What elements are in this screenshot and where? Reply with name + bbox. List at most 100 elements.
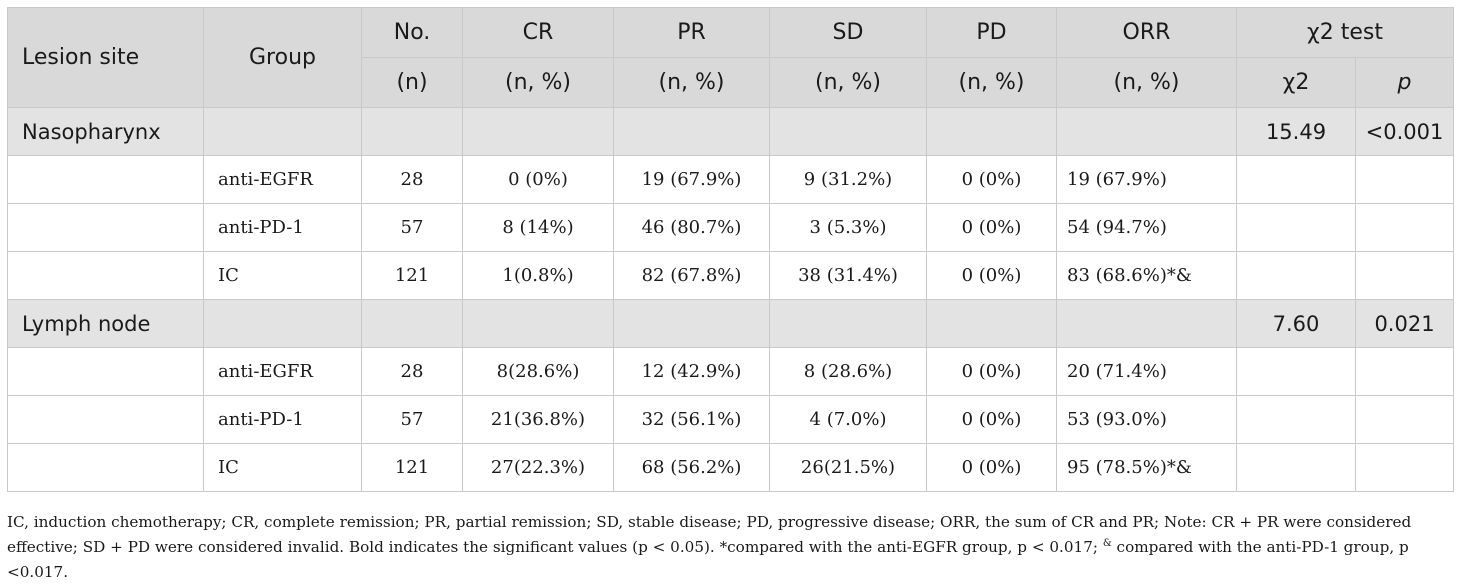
empty-cell	[203, 299, 362, 348]
cell-cr: 27(22.3%)	[462, 443, 614, 492]
cell-cr: 8(28.6%)	[462, 347, 614, 396]
cell-pd: 0 (0%)	[926, 443, 1057, 492]
header-chi-test: χ2 test	[1235, 7, 1455, 58]
empty-cell	[1056, 299, 1237, 348]
cell-sd: 8 (28.6%)	[769, 347, 927, 396]
cell-orr: 53 (93.0%)	[1056, 395, 1237, 444]
empty-cell	[1236, 251, 1356, 300]
header-no-unit: (n)	[361, 57, 463, 108]
empty-cell	[1354, 347, 1455, 396]
header-no: No.	[361, 7, 463, 58]
cell-pr: 46 (80.7%)	[613, 203, 770, 252]
cell-group: anti-PD-1	[203, 203, 362, 252]
empty-cell	[1236, 155, 1356, 204]
table-row: anti-PD-1 57 21(36.8%) 32 (56.1%) 4 (7.0…	[7, 395, 1455, 444]
cell-group: anti-EGFR	[203, 347, 362, 396]
cell-group: anti-EGFR	[203, 155, 362, 204]
empty-cell	[462, 107, 614, 156]
cell-n: 28	[361, 155, 463, 204]
empty-cell	[926, 107, 1057, 156]
table-row: anti-EGFR 28 8(28.6%) 12 (42.9%) 8 (28.6…	[7, 347, 1455, 396]
empty-cell	[769, 299, 927, 348]
header-sd-unit: (n, %)	[769, 57, 927, 108]
section-p: 0.021	[1354, 299, 1455, 348]
empty-cell	[1354, 203, 1455, 252]
table-row: IC 121 27(22.3%) 68 (56.2%) 26(21.5%) 0 …	[7, 443, 1455, 492]
empty-cell	[361, 299, 463, 348]
empty-cell	[7, 347, 204, 396]
cell-pd: 0 (0%)	[926, 395, 1057, 444]
empty-cell	[1354, 251, 1455, 300]
cell-sd: 38 (31.4%)	[769, 251, 927, 300]
cell-orr: 19 (67.9%)	[1056, 155, 1237, 204]
cell-orr: 54 (94.7%)	[1056, 203, 1237, 252]
empty-cell	[7, 203, 204, 252]
cell-pd: 0 (0%)	[926, 347, 1057, 396]
section-site: Lymph node	[7, 299, 204, 348]
cell-pd: 0 (0%)	[926, 155, 1057, 204]
cell-pr: 82 (67.8%)	[613, 251, 770, 300]
table-row: anti-EGFR 28 0 (0%) 19 (67.9%) 9 (31.2%)…	[7, 155, 1455, 204]
section-row-lymph-node: Lymph node 7.60 0.021	[7, 299, 1455, 348]
cell-sd: 26(21.5%)	[769, 443, 927, 492]
empty-cell	[7, 251, 204, 300]
cell-cr: 0 (0%)	[462, 155, 614, 204]
header-cr: CR	[462, 7, 614, 58]
cell-n: 121	[361, 251, 463, 300]
section-chi2: 15.49	[1236, 107, 1356, 156]
cell-orr: 95 (78.5%)*&	[1056, 443, 1237, 492]
cell-orr: 83 (68.6%)*&	[1056, 251, 1237, 300]
header-cr-unit: (n, %)	[462, 57, 614, 108]
empty-cell	[7, 443, 204, 492]
cell-pr: 32 (56.1%)	[613, 395, 770, 444]
header-row-1: Lesion site Group No. CR PR SD PD ORR χ2…	[7, 7, 1455, 108]
results-table: Lesion site Group No. CR PR SD PD ORR χ2…	[7, 7, 1455, 492]
empty-cell	[613, 107, 770, 156]
header-pr: PR	[613, 7, 770, 58]
header-row-2: (n) (n, %) (n, %) (n, %) (n, %) (n, %) χ…	[8, 57, 1455, 108]
header-pd: PD	[926, 7, 1057, 58]
cell-orr: 20 (71.4%)	[1056, 347, 1237, 396]
table-footnote: IC, induction chemotherapy; CR, complete…	[7, 510, 1453, 585]
cell-n: 121	[361, 443, 463, 492]
empty-cell	[1236, 347, 1356, 396]
empty-cell	[462, 299, 614, 348]
section-site: Nasopharynx	[7, 107, 204, 156]
cell-cr: 21(36.8%)	[462, 395, 614, 444]
table-row: anti-PD-1 57 8 (14%) 46 (80.7%) 3 (5.3%)…	[7, 203, 1455, 252]
empty-cell	[769, 107, 927, 156]
cell-sd: 9 (31.2%)	[769, 155, 927, 204]
table-row: IC 121 1(0.8%) 82 (67.8%) 38 (31.4%) 0 (…	[7, 251, 1455, 300]
empty-cell	[1354, 443, 1455, 492]
cell-n: 57	[361, 395, 463, 444]
header-sd: SD	[769, 7, 927, 58]
empty-cell	[7, 395, 204, 444]
cell-pr: 68 (56.2%)	[613, 443, 770, 492]
cell-sd: 3 (5.3%)	[769, 203, 927, 252]
cell-cr: 8 (14%)	[462, 203, 614, 252]
header-pd-unit: (n, %)	[926, 57, 1057, 108]
cell-group: anti-PD-1	[203, 395, 362, 444]
footnote-main: IC, induction chemotherapy; CR, complete…	[7, 513, 1412, 556]
cell-n: 57	[361, 203, 463, 252]
footnote-amp-marker: &	[1102, 537, 1112, 549]
empty-cell	[1236, 203, 1356, 252]
empty-cell	[1236, 443, 1356, 492]
cell-group: IC	[203, 251, 362, 300]
empty-cell	[361, 107, 463, 156]
cell-pr: 19 (67.9%)	[613, 155, 770, 204]
header-pr-unit: (n, %)	[613, 57, 770, 108]
cell-pd: 0 (0%)	[926, 251, 1057, 300]
cell-cr: 1(0.8%)	[462, 251, 614, 300]
empty-cell	[926, 299, 1057, 348]
header-orr: ORR	[1056, 7, 1237, 58]
empty-cell	[1056, 107, 1237, 156]
empty-cell	[1354, 155, 1455, 204]
header-p: p	[1354, 57, 1455, 108]
cell-sd: 4 (7.0%)	[769, 395, 927, 444]
section-row-nasopharynx: Nasopharynx 15.49 <0.001	[7, 107, 1455, 156]
header-group: Group	[203, 7, 362, 108]
empty-cell	[1354, 395, 1455, 444]
section-p: <0.001	[1354, 107, 1455, 156]
empty-cell	[613, 299, 770, 348]
